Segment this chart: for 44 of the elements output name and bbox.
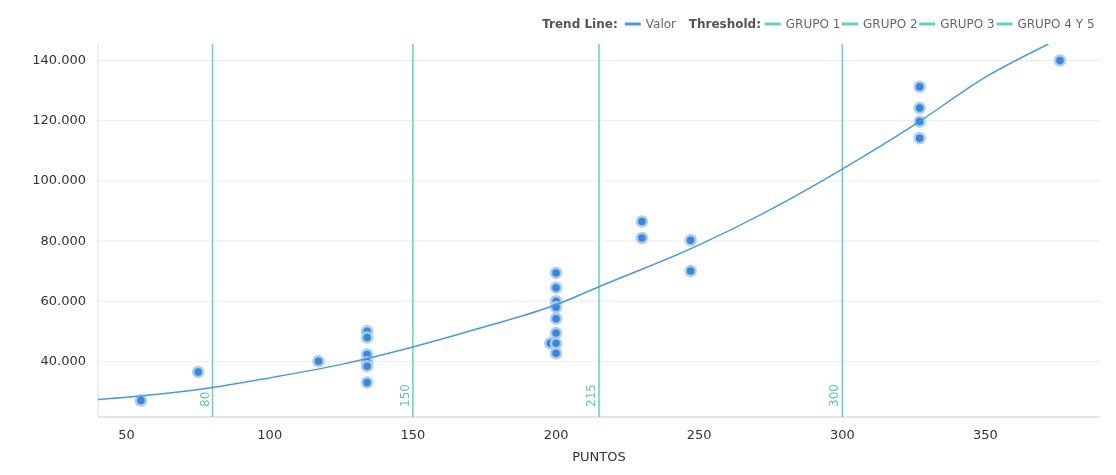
x-tick-label: 150 bbox=[400, 427, 426, 442]
point bbox=[549, 337, 563, 350]
point bbox=[913, 80, 926, 93]
y-tick-label: 140.000 bbox=[32, 52, 86, 68]
point bbox=[549, 281, 563, 294]
point bbox=[684, 264, 697, 278]
annotation: 150 bbox=[397, 384, 412, 407]
point bbox=[549, 346, 563, 360]
point bbox=[635, 215, 649, 228]
legend-label: GRUPO 3 bbox=[940, 16, 995, 31]
y-tick-label: 120.000 bbox=[32, 112, 86, 128]
y-tick-label: 100.000 bbox=[32, 172, 86, 188]
legend-label: GRUPO 4 Y 5 bbox=[1017, 16, 1095, 31]
point bbox=[1053, 54, 1067, 67]
annotation: 80 bbox=[197, 391, 212, 407]
x-tick-label: 50 bbox=[118, 427, 135, 442]
annotation: 300 bbox=[827, 384, 842, 407]
x-tick-label: 350 bbox=[973, 427, 998, 442]
y-tick-label: 40.000 bbox=[40, 352, 86, 368]
x-tick-label: 100 bbox=[257, 427, 283, 442]
x-tick-label: 300 bbox=[829, 427, 855, 442]
legend-label: GRUPO 2 bbox=[863, 16, 918, 31]
annotation: 215 bbox=[584, 384, 598, 407]
text: Threshold: bbox=[688, 16, 762, 31]
point bbox=[360, 376, 374, 389]
legend-label: GRUPO 1 bbox=[785, 16, 841, 31]
point bbox=[913, 101, 926, 115]
legend-label: Valor bbox=[645, 16, 677, 31]
point bbox=[312, 355, 325, 368]
y-tick-label: 60.000 bbox=[40, 292, 86, 308]
y-tick-label: 80.000 bbox=[40, 232, 86, 248]
x-tick-label: 250 bbox=[686, 427, 712, 442]
point bbox=[635, 231, 649, 245]
point bbox=[191, 365, 205, 379]
x-tick-label: 200 bbox=[543, 427, 569, 442]
point bbox=[360, 359, 374, 373]
point bbox=[360, 331, 374, 344]
point bbox=[549, 326, 563, 340]
legend-title: Trend Line: bbox=[542, 16, 618, 31]
point bbox=[549, 266, 563, 280]
point bbox=[549, 312, 563, 325]
point bbox=[684, 233, 697, 247]
x-axis-title: PUNTOS bbox=[572, 449, 626, 464]
point bbox=[913, 131, 926, 145]
